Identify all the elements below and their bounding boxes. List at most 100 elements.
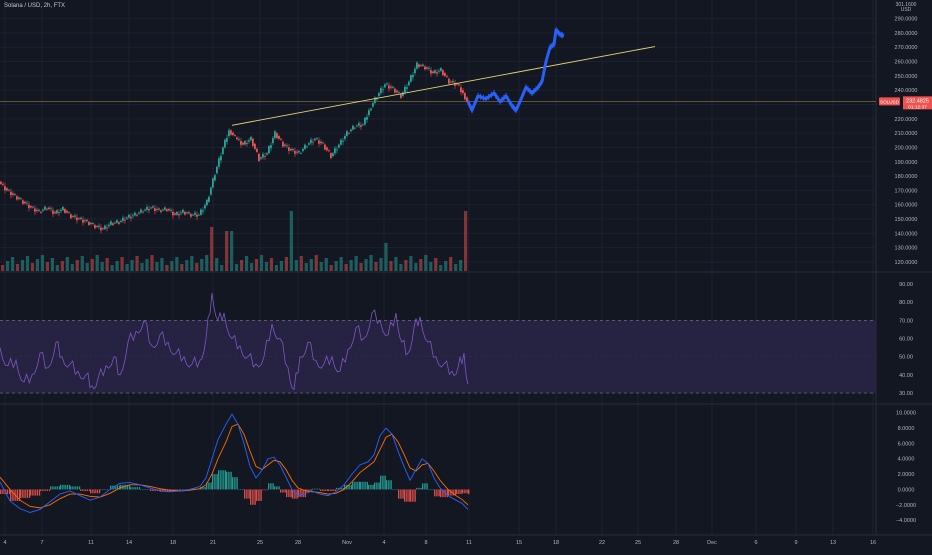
candle <box>112 223 114 225</box>
macd-histogram-bar <box>426 483 428 490</box>
volume-bar <box>15 264 20 271</box>
candle <box>358 123 360 126</box>
candle <box>380 88 382 94</box>
candle <box>424 66 426 70</box>
candle <box>78 218 80 220</box>
candle <box>466 97 468 102</box>
price-axis-tick-label: 150.0000 <box>895 217 918 223</box>
price-axis-tick-label: 250.0000 <box>895 74 918 80</box>
candle <box>314 138 316 141</box>
macd-axis-tick-label: −4.0000 <box>896 518 916 524</box>
macd-histogram-bar <box>142 489 144 491</box>
macd-histogram-bar <box>250 489 252 505</box>
candle <box>426 67 428 69</box>
candle <box>350 129 352 132</box>
volume-bar <box>389 261 393 271</box>
candle <box>284 144 286 147</box>
macd-histogram-bar <box>66 484 68 490</box>
candle <box>184 211 186 215</box>
volume-bar <box>5 261 10 271</box>
macd-histogram-bar <box>374 482 376 490</box>
time-axis-tick-label: 4 <box>3 540 6 546</box>
macd-histogram-bar <box>40 489 42 491</box>
candle <box>458 84 460 86</box>
volume-bar <box>434 258 438 271</box>
candle <box>46 208 48 210</box>
macd-histogram-bar <box>434 489 436 497</box>
candle <box>16 196 18 200</box>
macd-histogram-bar <box>232 477 234 490</box>
candle <box>278 136 280 139</box>
macd-histogram-bar <box>168 489 171 492</box>
macd-histogram-bar <box>42 489 44 491</box>
macd-histogram-bar <box>222 470 224 490</box>
candle <box>172 211 174 216</box>
candle <box>328 150 330 152</box>
candle <box>110 221 112 225</box>
macd-histogram-bar <box>398 489 400 499</box>
price-axis-tick-label: 190.0000 <box>895 160 918 166</box>
macd-histogram-bar <box>118 485 121 490</box>
candle <box>196 214 198 217</box>
volume-bar <box>35 259 40 271</box>
volume-bar <box>120 257 124 271</box>
candle <box>154 208 156 212</box>
candle <box>170 209 172 211</box>
price-axis-tick-label: 280.0000 <box>895 31 918 37</box>
macd-histogram-bar <box>2 489 4 495</box>
candle <box>120 220 122 222</box>
macd-histogram-bar <box>216 474 218 490</box>
candle <box>82 219 84 223</box>
candle <box>12 193 14 195</box>
macd-histogram-bar <box>456 489 458 495</box>
volume-bar <box>205 255 209 271</box>
candle <box>100 227 102 231</box>
candle <box>200 209 202 215</box>
candle <box>164 207 166 210</box>
volume-bar <box>404 260 408 271</box>
macd-histogram-bar <box>436 489 438 497</box>
candle <box>128 214 130 218</box>
candle <box>54 211 56 214</box>
price-axis-tick-label: 130.0000 <box>895 246 918 252</box>
time-axis-tick-label: 25 <box>257 540 263 546</box>
volume-bar <box>294 260 298 271</box>
macd-histogram-bar <box>60 484 62 490</box>
macd-histogram-bar <box>350 484 352 490</box>
candle <box>204 205 206 209</box>
time-axis-tick-label: 25 <box>635 540 641 546</box>
candle <box>30 206 32 208</box>
macd-histogram-bar <box>150 489 152 491</box>
macd-histogram-bar <box>120 484 122 490</box>
candle <box>216 166 218 174</box>
candle <box>66 210 68 213</box>
macd-histogram-bar <box>318 488 320 490</box>
macd-histogram-bar <box>48 489 51 491</box>
macd-histogram-bar <box>8 489 11 495</box>
macd-histogram-bar <box>402 489 404 499</box>
candle <box>396 90 398 93</box>
macd-histogram-bar <box>16 489 18 501</box>
macd-histogram-bar <box>424 483 426 490</box>
macd-histogram-bar <box>264 489 266 491</box>
macd-histogram-bar <box>358 481 360 490</box>
macd-histogram-bar <box>256 489 258 501</box>
macd-histogram-bar <box>182 489 184 491</box>
volume-bar <box>444 261 448 271</box>
volume-bar <box>65 257 69 271</box>
macd-histogram-bar <box>50 486 52 490</box>
candle <box>290 148 292 151</box>
volume-bar <box>369 255 373 271</box>
candle <box>8 189 10 191</box>
macd-histogram-bar <box>38 489 41 496</box>
candle <box>126 217 128 219</box>
volume-bar <box>419 259 423 271</box>
volume-bar <box>309 259 313 271</box>
macd-histogram-bar <box>244 489 246 499</box>
macd-histogram-bar <box>378 482 380 490</box>
candle <box>6 188 8 191</box>
candle <box>412 75 414 78</box>
candle <box>144 209 146 211</box>
volume-bar <box>364 259 368 271</box>
